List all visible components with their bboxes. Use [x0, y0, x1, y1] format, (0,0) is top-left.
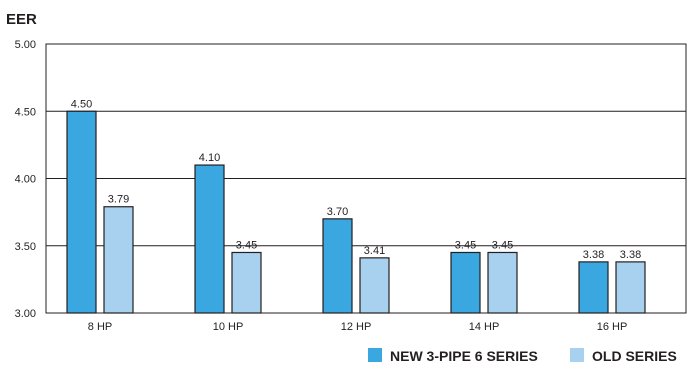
data-label: 3.38 — [583, 249, 604, 261]
category-label: 12 HP — [341, 321, 372, 333]
bar-new-series — [322, 218, 353, 314]
bar-old-series — [231, 251, 262, 314]
bar-old-series — [615, 261, 646, 314]
y-tick-label: 4.00 — [15, 174, 36, 186]
category-labels: 8 HP 10 HP 12 HP 14 HP 16 HP — [88, 321, 628, 333]
bar-old-series — [359, 257, 390, 314]
bar-new-series — [450, 251, 481, 314]
legend: NEW 3-PIPE 6 SERIES OLD SERIES — [368, 348, 677, 364]
data-label: 3.70 — [327, 206, 348, 218]
data-label: 3.45 — [455, 239, 476, 251]
gridlines — [46, 110, 686, 247]
data-label: 3.45 — [492, 239, 513, 251]
y-tick-label: 5.00 — [15, 39, 36, 51]
data-label: 3.38 — [620, 249, 641, 261]
bar-old-series — [103, 206, 134, 314]
legend-swatch-new-series — [368, 348, 382, 362]
legend-swatch-old-series — [570, 348, 584, 362]
legend-label-new-series: NEW 3-PIPE 6 SERIES — [390, 348, 538, 364]
data-label: 4.50 — [71, 98, 92, 110]
bar-new-series — [578, 261, 609, 314]
y-tick-label: 3.50 — [15, 241, 36, 253]
legend-label-old-series: OLD SERIES — [592, 348, 677, 364]
y-tick-labels: 3.00 3.50 4.00 4.50 5.00 — [15, 39, 36, 320]
bar-new-series — [194, 164, 225, 314]
category-label: 8 HP — [88, 321, 112, 333]
category-label: 16 HP — [597, 321, 628, 333]
data-label: 3.79 — [108, 194, 129, 206]
data-label: 4.10 — [199, 152, 220, 164]
y-tick-label: 4.50 — [15, 106, 36, 118]
bars: 4.50 3.79 4.10 3.45 3.70 3.41 3.45 3.45 3.38 3.38 — [66, 98, 646, 314]
bar-new-series — [66, 110, 97, 314]
plot-frame — [45, 43, 687, 314]
bar-old-series — [487, 251, 518, 314]
y-axis-label: EER — [6, 11, 37, 28]
data-label: 3.45 — [236, 239, 257, 251]
y-tick-label: 3.00 — [15, 308, 36, 320]
category-label: 10 HP — [213, 321, 244, 333]
data-label: 3.41 — [364, 245, 385, 257]
category-label: 14 HP — [469, 321, 500, 333]
